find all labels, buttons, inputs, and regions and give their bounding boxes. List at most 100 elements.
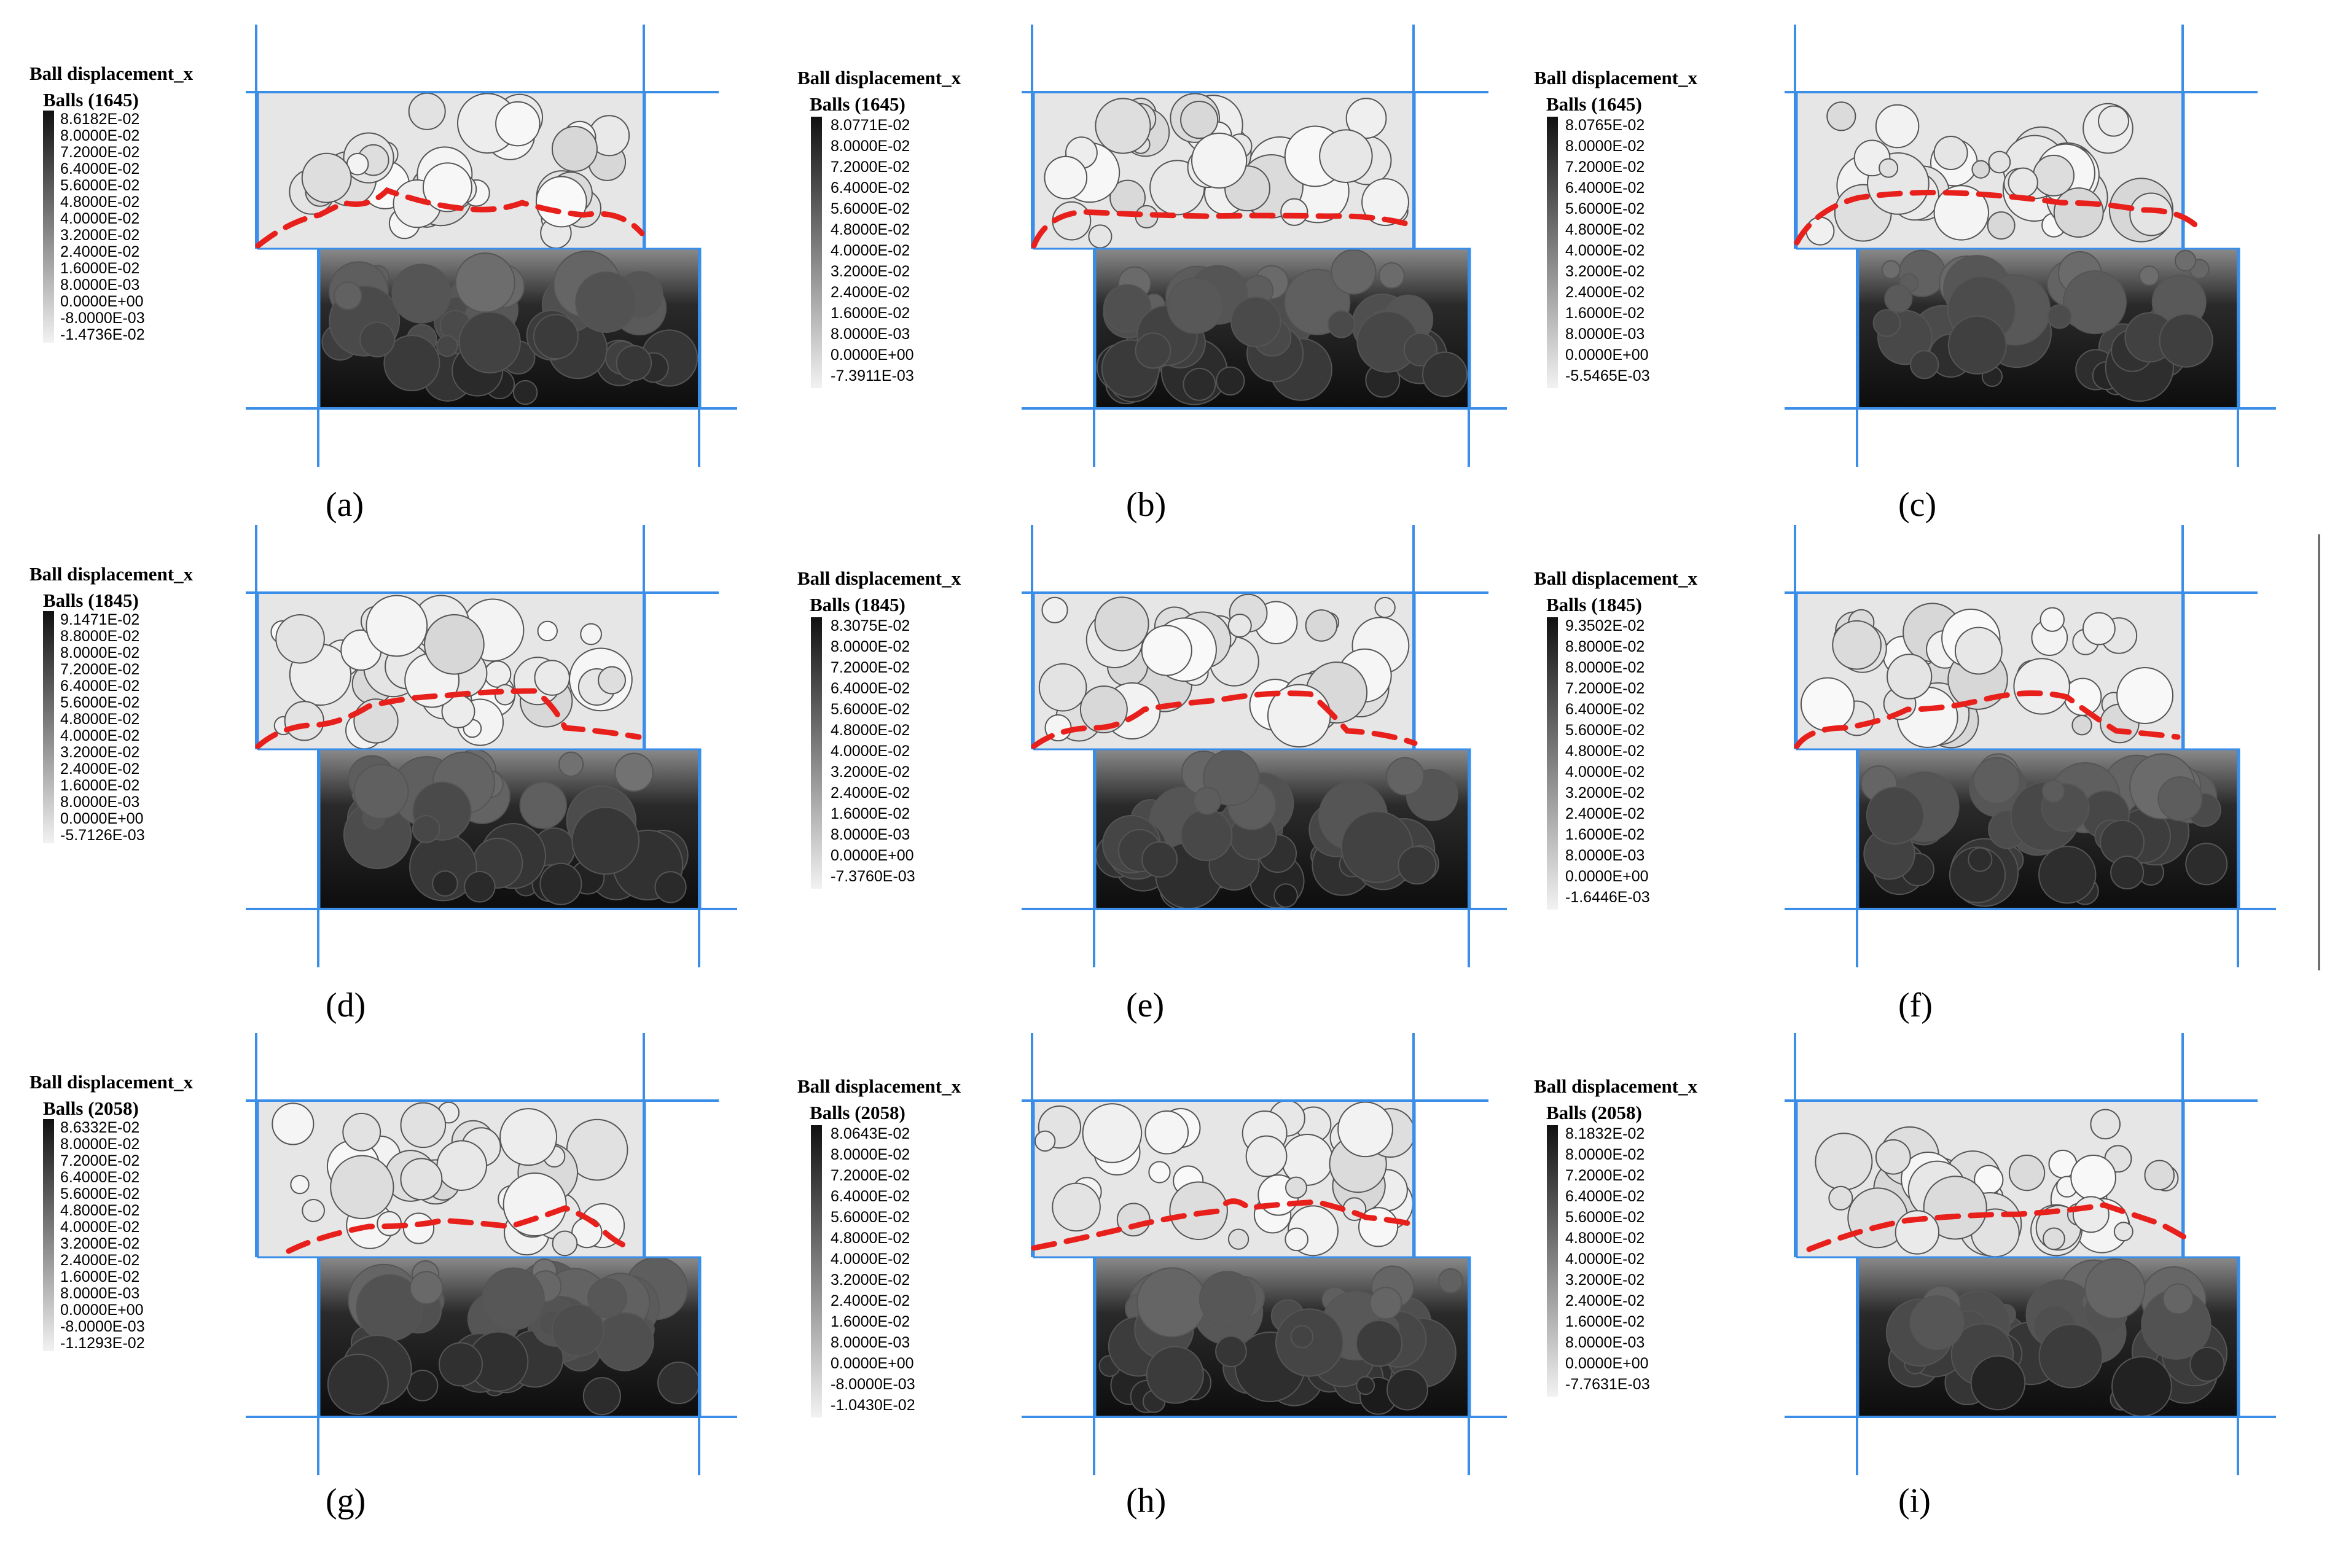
legend-value: 3.2000E-02 bbox=[831, 1271, 910, 1289]
particle bbox=[2072, 1196, 2110, 1233]
particle bbox=[1245, 1135, 1288, 1177]
particle bbox=[551, 1304, 604, 1357]
particle bbox=[436, 1140, 488, 1191]
boundary-lines bbox=[1785, 25, 2276, 467]
legend-value: 3.2000E-02 bbox=[1565, 1271, 1645, 1289]
legend-ball-count: Balls (2058) bbox=[43, 1098, 139, 1119]
legend-value: 8.0765E-02 bbox=[1565, 117, 1645, 134]
particle bbox=[1044, 155, 1088, 200]
legend: Ball displacement_x Balls (1845) 8.3075E-0… bbox=[797, 568, 961, 889]
legend-value: 4.8000E-02 bbox=[1565, 1230, 1645, 1247]
boundary-lines bbox=[246, 525, 737, 967]
legend-value: 4.0000E-02 bbox=[1565, 1250, 1645, 1268]
legend-value: 8.8000E-02 bbox=[60, 628, 139, 645]
legend-value: 2.4000E-02 bbox=[1565, 284, 1645, 301]
particle bbox=[408, 92, 446, 130]
legend-value: 0.0000E+00 bbox=[831, 346, 914, 364]
legend-value: -1.6446E-03 bbox=[1565, 889, 1650, 906]
legend-value: 8.0000E-03 bbox=[1565, 326, 1645, 343]
legend-title: Ball displacement_x bbox=[1534, 568, 1698, 589]
shear-box bbox=[1033, 591, 1471, 910]
legend-value: 6.4000E-02 bbox=[60, 677, 139, 695]
legend-value: 4.0000E-02 bbox=[60, 727, 139, 744]
panel-d: Ball displacement_x Balls (1845)9.1471E-0… bbox=[29, 525, 737, 1024]
particle bbox=[422, 162, 472, 213]
legend-value: 8.0000E-02 bbox=[1565, 659, 1645, 676]
legend: Ball displacement_x Balls (1845)9.1471E-0… bbox=[29, 563, 194, 844]
legend-value: 8.3075E-02 bbox=[831, 617, 910, 634]
legend-ball-count: Balls (1845) bbox=[43, 590, 139, 611]
legend-value: 4.0000E-02 bbox=[831, 1250, 910, 1268]
particle bbox=[533, 314, 579, 360]
legend: Ball displacement_x Balls (1645) 8.0765E-0… bbox=[1534, 67, 1698, 388]
particle bbox=[1970, 1355, 2026, 1411]
particle bbox=[1319, 129, 1373, 183]
particle bbox=[1180, 101, 1219, 139]
legend-value: 7.2000E-02 bbox=[60, 144, 139, 161]
legend-value: 8.6332E-02 bbox=[60, 1119, 139, 1136]
particle bbox=[2159, 313, 2213, 368]
particle bbox=[1398, 846, 1437, 885]
legend-value: 8.0000E-02 bbox=[60, 1136, 139, 1153]
particle bbox=[1954, 626, 2003, 675]
particle bbox=[1052, 1182, 1101, 1232]
particle bbox=[302, 1199, 326, 1222]
legend-value: 4.8000E-02 bbox=[60, 711, 139, 728]
legend-value: 8.0000E-03 bbox=[60, 276, 139, 294]
legend-ball-count: Balls (2058) bbox=[1546, 1102, 1642, 1123]
particle bbox=[353, 698, 399, 744]
particle bbox=[1227, 614, 1252, 638]
legend-title: Ball displacement_x bbox=[797, 67, 961, 88]
particle bbox=[1191, 132, 1248, 189]
particle bbox=[1933, 135, 1968, 171]
legend-value: 0.0000E+00 bbox=[1565, 868, 1649, 885]
legend: Ball displacement_x Balls (1645) 8.0771E-0… bbox=[797, 67, 961, 388]
boundary-lines bbox=[246, 1033, 737, 1475]
panel-caption: (a) bbox=[326, 486, 364, 524]
particles bbox=[1805, 101, 2213, 402]
particle bbox=[1805, 216, 1835, 246]
legend-value: 8.0771E-02 bbox=[831, 117, 910, 134]
legend-value: 4.8000E-02 bbox=[831, 722, 910, 739]
legend-value: 5.6000E-02 bbox=[60, 177, 139, 194]
particle bbox=[1345, 98, 1387, 139]
legend-title: Ball displacement_x bbox=[29, 563, 194, 585]
particles bbox=[289, 92, 698, 405]
legend-value: 0.0000E+00 bbox=[1565, 1355, 1649, 1372]
legend-value: 8.0000E-02 bbox=[831, 638, 910, 655]
legend-value: 4.0000E-02 bbox=[1565, 242, 1645, 259]
legend-ball-count: Balls (1845) bbox=[810, 594, 905, 615]
legend-value: 8.0000E-03 bbox=[831, 1334, 910, 1351]
legend-value: 4.0000E-02 bbox=[1565, 763, 1645, 781]
particle bbox=[1356, 1376, 1375, 1395]
legend-value: 0.0000E+00 bbox=[1565, 346, 1649, 364]
particle bbox=[512, 380, 538, 405]
legend-value: 8.0000E-03 bbox=[1565, 1334, 1645, 1351]
particle bbox=[1881, 260, 1901, 279]
particle bbox=[2038, 846, 2097, 904]
particles bbox=[1034, 1100, 1463, 1415]
particle bbox=[1358, 1207, 1399, 1247]
legend-value: 1.6000E-02 bbox=[1565, 826, 1645, 843]
particle bbox=[301, 152, 352, 203]
legend-ball-count: Balls (1845) bbox=[1546, 594, 1642, 615]
particle bbox=[2138, 265, 2160, 286]
particle bbox=[580, 623, 602, 646]
legend-value: 3.2000E-02 bbox=[60, 1235, 139, 1252]
particles bbox=[272, 1101, 700, 1416]
legend-value: 4.8000E-02 bbox=[1565, 743, 1645, 760]
legend-value: 1.6000E-02 bbox=[1565, 305, 1645, 322]
particle bbox=[519, 781, 568, 829]
shear-interface-line bbox=[286, 1205, 636, 1254]
legend-value: 6.4000E-02 bbox=[1565, 1188, 1645, 1205]
particle bbox=[2116, 667, 2174, 724]
legend-colorbar bbox=[1547, 117, 1558, 388]
particle bbox=[1088, 224, 1113, 249]
particle bbox=[366, 595, 428, 657]
legend-value: 0.0000E+00 bbox=[60, 293, 144, 310]
particle bbox=[342, 1112, 381, 1152]
particle bbox=[1866, 786, 1925, 845]
legend-value: 2.4000E-02 bbox=[831, 284, 910, 301]
particle bbox=[464, 871, 496, 903]
legend-value: 9.1471E-02 bbox=[60, 611, 139, 628]
